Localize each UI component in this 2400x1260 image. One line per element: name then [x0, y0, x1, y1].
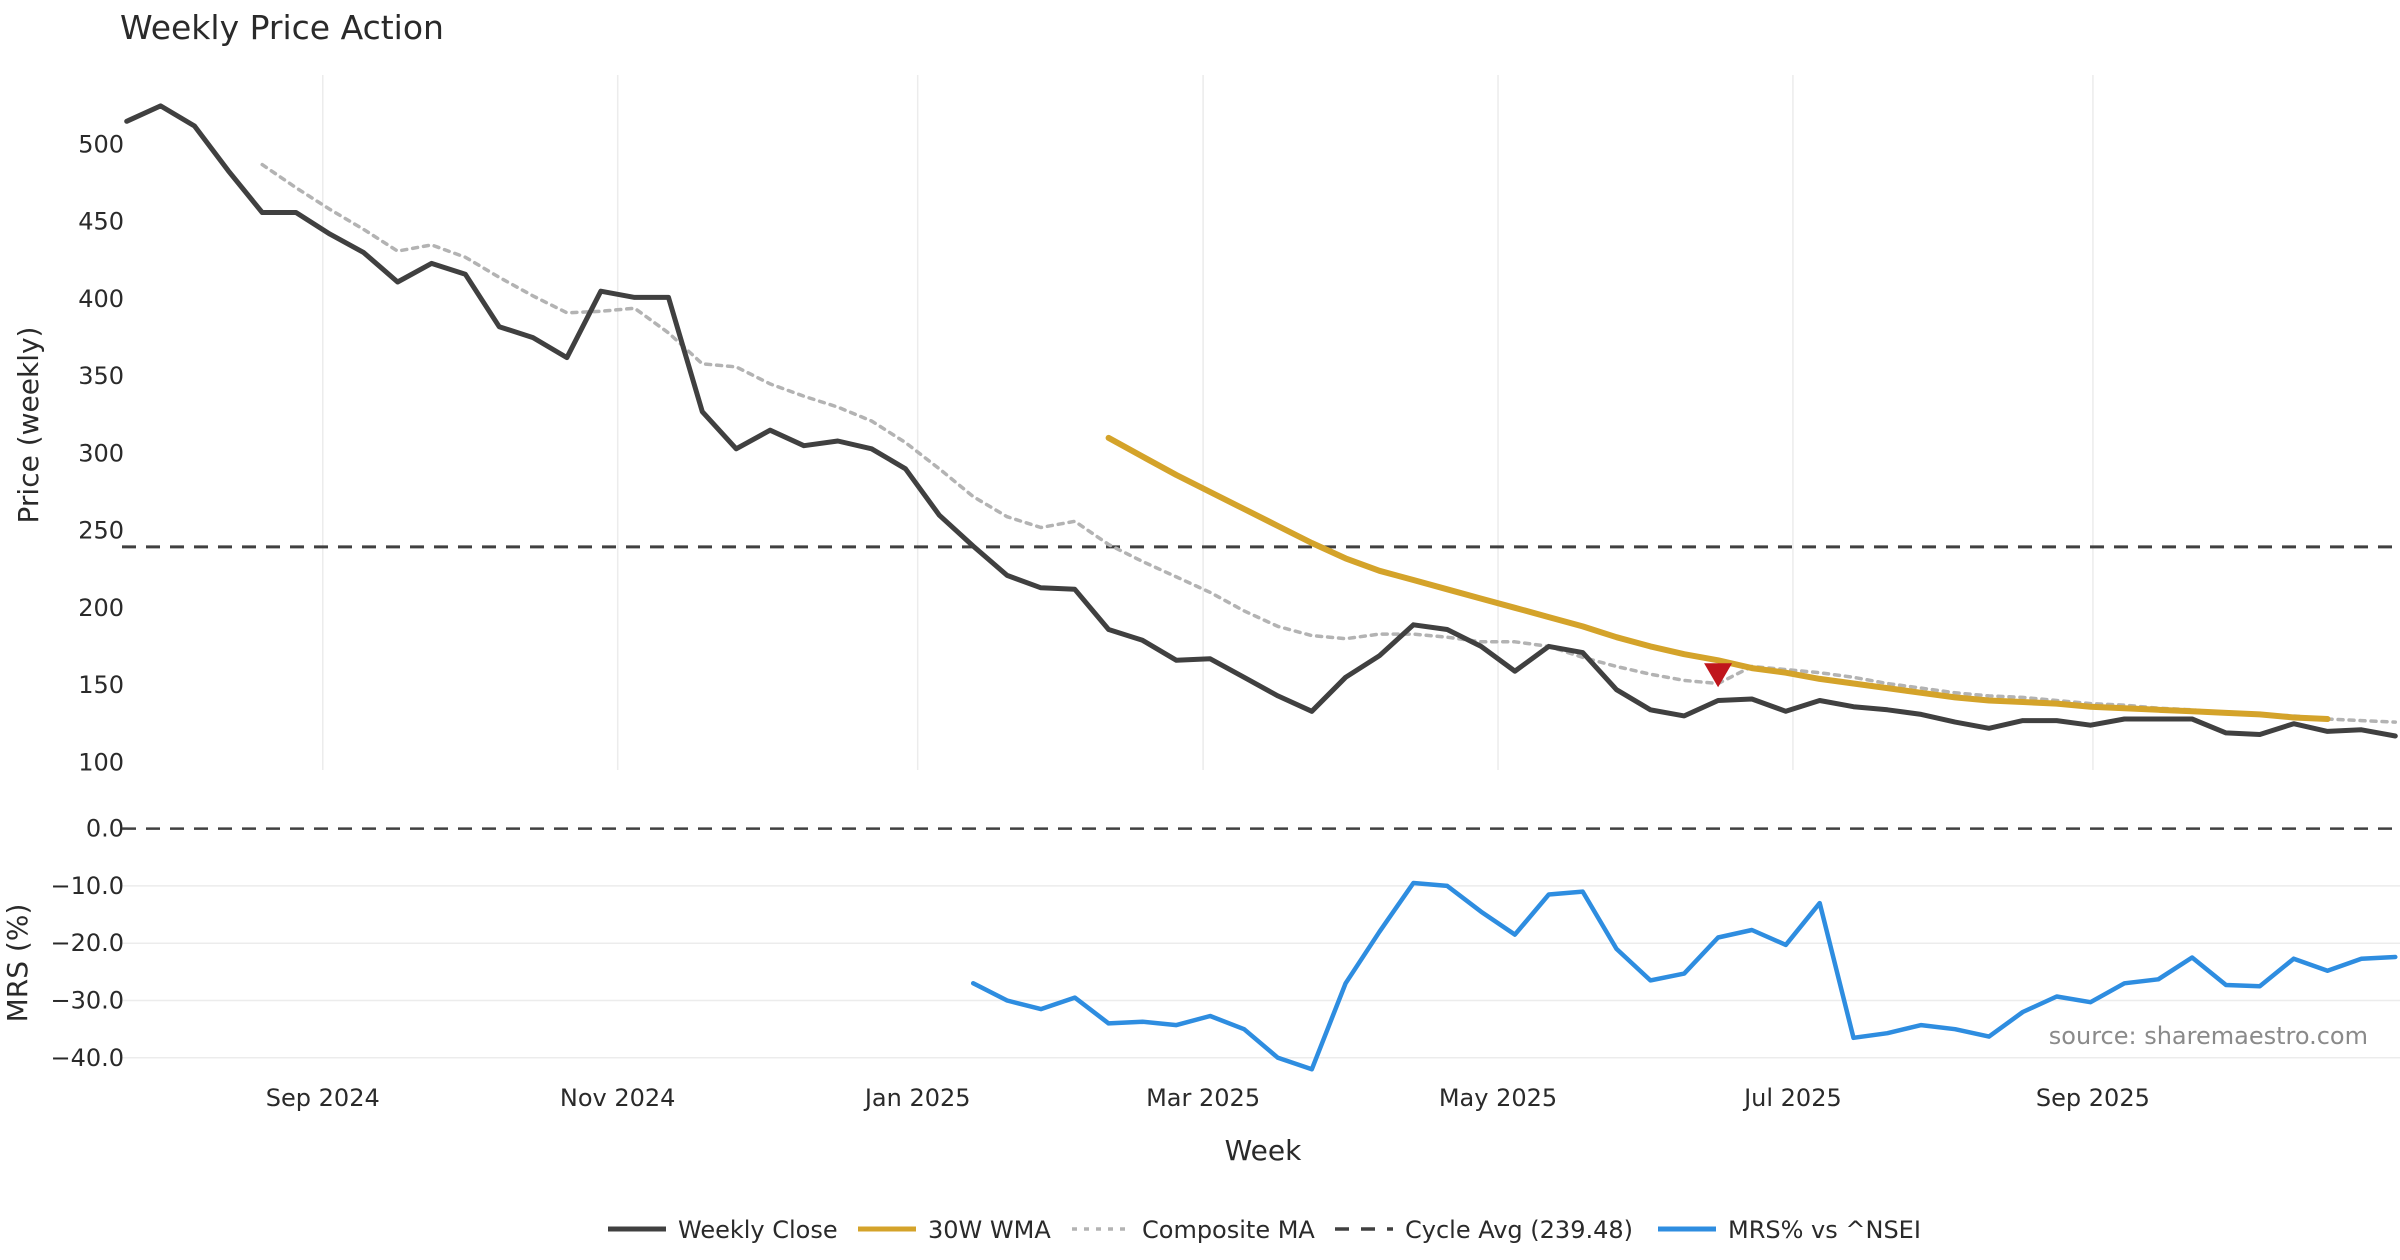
composite-ma-line	[260, 162, 2398, 724]
mrs-vs-nsei-line	[970, 880, 2398, 1072]
x-tick-label: Jul 2025	[1742, 1084, 1842, 1112]
mrs-y-tick-label: −10.0	[50, 872, 124, 900]
legend: Weekly Close 30W WMA Composite MA Cycle Avg…	[608, 1216, 1921, 1244]
x-tick-label: May 2025	[1439, 1084, 1557, 1112]
x-axis-label: Week	[1225, 1134, 1302, 1167]
x-tick-label: Mar 2025	[1146, 1084, 1260, 1112]
price-y-ticks: 100 150 200 250 300 350 400 450 500	[78, 131, 124, 777]
price-y-tick-label: 350	[78, 362, 124, 390]
30w-wma-line	[1105, 434, 2331, 722]
mrs-y-tick-label: −20.0	[50, 929, 124, 957]
mrs-y-tick-label: 0.0	[86, 815, 124, 843]
price-series	[122, 103, 2400, 739]
x-tick-label: Jan 2025	[863, 1084, 971, 1112]
x-tick-label: Sep 2024	[266, 1084, 380, 1112]
legend-label: 30W WMA	[928, 1216, 1051, 1244]
mrs-y-tick-label: −40.0	[50, 1044, 124, 1072]
mrs-y-tick-label: −30.0	[50, 987, 124, 1015]
price-y-tick-label: 200	[78, 594, 124, 622]
legend-label: Cycle Avg (239.48)	[1405, 1216, 1633, 1244]
x-ticks: Sep 2024 Nov 2024 Jan 2025 Mar 2025 May 2025…	[266, 1084, 2150, 1112]
legend-label: Composite MA	[1142, 1216, 1315, 1244]
price-y-tick-label: 100	[78, 748, 124, 776]
price-y-tick-label: 450	[78, 208, 124, 236]
weekly-close-line	[124, 103, 2398, 739]
signal-marker	[1704, 663, 1733, 688]
chart-title: Weekly Price Action	[120, 8, 444, 47]
mrs-y-ticks: 0.0 −10.0 −20.0 −30.0 −40.0	[50, 815, 124, 1072]
mrs-y-axis-label: MRS (%)	[1, 904, 34, 1023]
price-y-tick-label: 500	[78, 131, 124, 159]
price-y-tick-label: 400	[78, 285, 124, 313]
source-annotation: source: sharemaestro.com	[2049, 1022, 2368, 1050]
price-y-tick-label: 150	[78, 671, 124, 699]
legend-label: Weekly Close	[678, 1216, 838, 1244]
x-tick-label: Nov 2024	[560, 1084, 676, 1112]
legend-label: MRS% vs ^NSEI	[1728, 1216, 1921, 1244]
price-y-tick-label: 250	[78, 517, 124, 545]
x-tick-label: Sep 2025	[2036, 1084, 2150, 1112]
mrs-series	[122, 827, 2400, 1072]
price-y-axis-label: Price (weekly)	[12, 327, 45, 524]
price-gridlines	[322, 75, 2094, 770]
price-y-tick-label: 300	[78, 439, 124, 467]
mrs-gridlines	[122, 885, 2400, 1059]
